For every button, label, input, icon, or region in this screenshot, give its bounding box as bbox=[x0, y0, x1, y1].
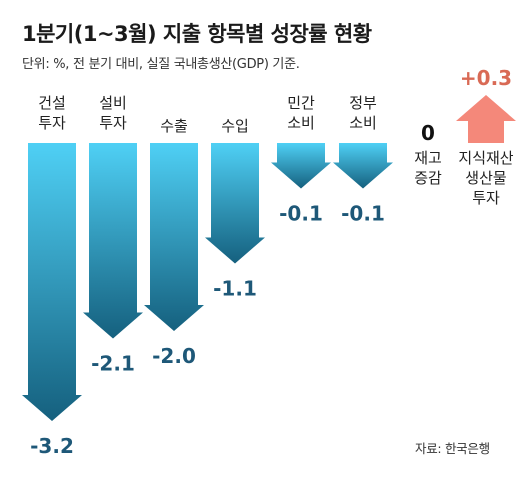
bar-arrow bbox=[271, 143, 331, 189]
value-label: -2.1 bbox=[91, 352, 135, 376]
value-label: -1.1 bbox=[213, 277, 257, 301]
category-label: 민간 소비 bbox=[287, 94, 315, 132]
category-label: 재고 증감 bbox=[414, 149, 442, 187]
category-label: 정부 소비 bbox=[349, 94, 377, 132]
category-label: 설비 투자 bbox=[99, 94, 127, 132]
category-label: 수입 bbox=[221, 117, 249, 135]
source-note: 자료: 한국은행 bbox=[415, 441, 490, 456]
chart-subtitle: 단위: %, 전 분기 대비, 실질 국내총생산(GDP) 기준. bbox=[22, 57, 300, 72]
bar-arrow bbox=[83, 143, 143, 339]
value-label: -0.1 bbox=[341, 202, 385, 226]
category-label: 건설 투자 bbox=[38, 94, 66, 132]
bar-arrow bbox=[144, 143, 204, 331]
bar-arrow bbox=[22, 143, 82, 421]
bar-arrow bbox=[333, 143, 393, 189]
bar-arrow bbox=[205, 143, 265, 264]
value-label: -3.2 bbox=[30, 434, 74, 458]
value-label: -0.1 bbox=[279, 202, 323, 226]
category-label: 지식재산 생산물 투자 bbox=[458, 149, 513, 207]
value-label: +0.3 bbox=[460, 66, 512, 90]
category-label: 수출 bbox=[160, 117, 188, 135]
bar-arrow bbox=[456, 95, 516, 143]
chart-title: 1분기(1~3월) 지출 항목별 성장률 현황 bbox=[22, 22, 372, 46]
value-label: 0 bbox=[421, 121, 435, 145]
value-label: -2.0 bbox=[152, 344, 196, 368]
